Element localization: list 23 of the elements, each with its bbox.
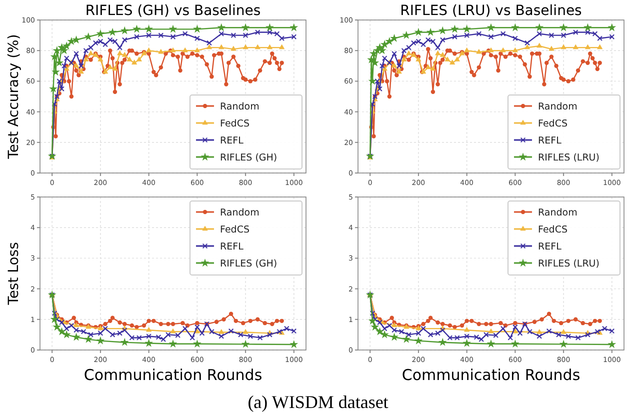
x-axis-title: Communication Rounds [402,366,580,384]
legend-label: REFL [538,136,562,146]
x-axis-title: Communication Rounds [84,366,262,384]
text: (a) WISDM dataset [248,392,388,412]
legend-label: FedCS [220,118,250,130]
legend-label: Random [220,208,260,218]
legend-label: FedCS [538,224,568,236]
legend-label: RIFLES (LRU) [538,258,600,270]
legend-label: Random [538,102,578,112]
legend-label: RIFLES (GH) [220,152,278,164]
legend-label: FedCS [220,224,250,236]
legend-label: RIFLES (GH) [220,258,278,270]
legend-label: REFL [538,242,562,252]
y-axis-title: Test Accuracy (%) [6,34,22,160]
chart-title: RIFLES (GH) vs Baselines [85,3,261,19]
legend-label: Random [538,208,578,218]
legend-label: RIFLES (LRU) [538,152,600,164]
legend-label: FedCS [538,118,568,130]
legend-label: REFL [220,242,244,252]
y-axis-title: Test Loss [6,242,22,306]
chart-title: RIFLES (LRU) vs Baselines [400,3,582,19]
legend-label: Random [220,102,260,112]
legend-label: REFL [220,136,244,146]
